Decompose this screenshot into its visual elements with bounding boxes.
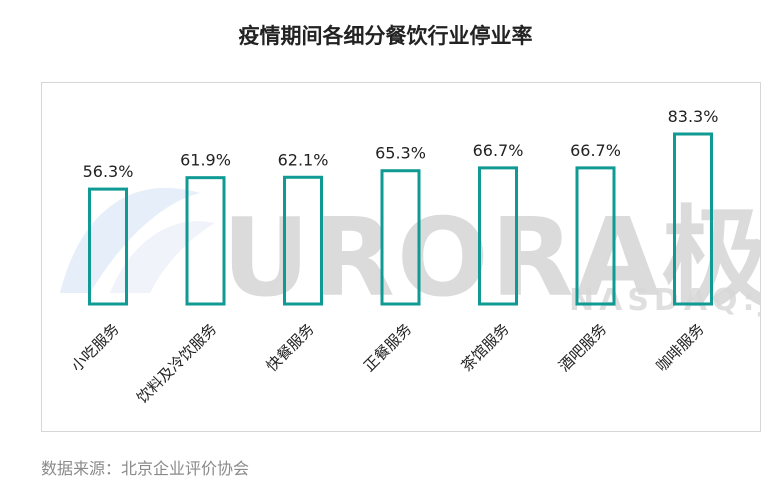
- bar-3: [283, 175, 323, 306]
- watermark-text: URORA极光: [222, 196, 761, 321]
- data-source: 数据来源：北京企业评价协会: [41, 459, 250, 478]
- data-label-5: 66.7%: [473, 141, 524, 160]
- data-label-7: 83.3%: [668, 107, 719, 126]
- chart-frame: URORA极光 NASDAQ:JG: [41, 82, 761, 432]
- category-label-4: 正餐服务: [360, 320, 415, 375]
- aurora-logo-icon: [60, 187, 215, 293]
- bar-1: [88, 187, 128, 306]
- data-label-1: 56.3%: [83, 162, 134, 181]
- bar-5: [478, 166, 518, 306]
- chart-title: 疫情期间各细分餐饮行业停业率: [238, 24, 533, 48]
- bar-2: [185, 176, 226, 306]
- bar-6: [575, 166, 616, 306]
- watermark-subtext: NASDAQ:JG: [569, 283, 760, 318]
- category-label-2: 饮料及冷饮服务: [133, 320, 220, 407]
- data-label-6: 66.7%: [570, 141, 621, 160]
- bar-7: [673, 132, 713, 306]
- bar-4: [380, 169, 421, 306]
- category-label-3: 快餐服务: [263, 320, 318, 375]
- category-label-7: 咖啡服务: [653, 320, 708, 375]
- data-label-2: 61.9%: [180, 151, 231, 170]
- category-label-5: 茶馆服务: [458, 320, 513, 375]
- category-label-1: 小吃服务: [68, 320, 123, 375]
- data-label-4: 65.3%: [375, 144, 426, 163]
- data-label-3: 62.1%: [278, 150, 329, 169]
- category-label-6: 酒吧服务: [555, 320, 610, 375]
